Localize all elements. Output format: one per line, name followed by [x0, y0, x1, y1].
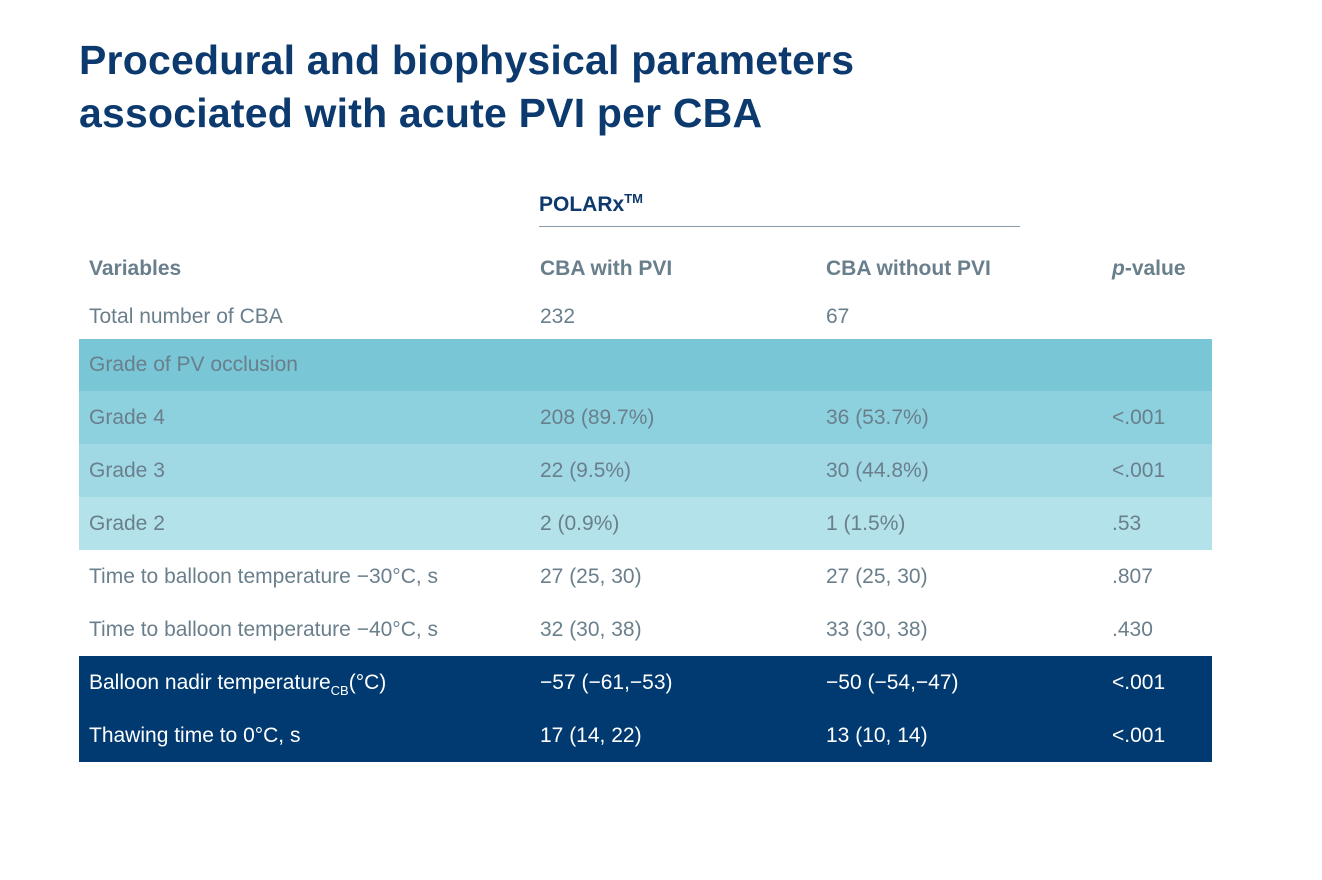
row-label: Thawing time to 0°C, s: [89, 724, 301, 747]
cell-with-pvi: 27 (25, 30): [540, 564, 642, 588]
page-title: Procedural and biophysical parameters as…: [79, 34, 1079, 140]
nadir-unit: (°C): [348, 671, 387, 694]
cell-with-pvi: 17 (14, 22): [540, 724, 642, 747]
title-line-1: Procedural and biophysical parameters: [79, 37, 855, 83]
table-row-grade-header: Grade of PV occlusion: [79, 339, 1212, 391]
nadir-subscript: CB: [330, 682, 349, 698]
row-label: Grade 3: [89, 458, 165, 482]
cell-with-pvi: 22 (9.5%): [540, 458, 632, 482]
row-label: Grade 4: [89, 405, 165, 429]
p-suffix: -value: [1124, 257, 1186, 280]
header-cba-with-pvi: CBA with PVI: [540, 257, 673, 280]
cell-p-value: <.001: [1112, 405, 1166, 429]
cell-with-pvi: 32 (30, 38): [540, 617, 642, 641]
row-label: Grade of PV occlusion: [89, 353, 298, 376]
cell-with-pvi: 232: [540, 304, 576, 328]
table-row-grade-4: Grade 4 208 (89.7%) 36 (53.7%) <.001: [79, 391, 1212, 444]
cell-without-pvi: 67: [826, 304, 850, 328]
row-label: Total number of CBA: [89, 304, 283, 328]
cell-p-value: <.001: [1112, 671, 1166, 694]
table-row-thawing: Thawing time to 0°C, s 17 (14, 22) 13 (1…: [79, 710, 1212, 762]
table-row-total: Total number of CBA 232 67: [79, 294, 1212, 339]
cell-without-pvi: 30 (44.8%): [826, 458, 929, 482]
header-cba-without-pvi: CBA without PVI: [826, 257, 991, 280]
table-header-row: Variables CBA with PVI CBA without PVI p…: [79, 244, 1212, 294]
row-label: Balloon nadir temperature CB (°C): [89, 656, 386, 710]
cell-with-pvi: −57 (−61,−53): [540, 671, 673, 694]
title-line-2: associated with acute PVI per CBA: [79, 90, 763, 136]
table-row-time-30: Time to balloon temperature −30°C, s 27 …: [79, 550, 1212, 603]
trademark-superscript: TM: [624, 191, 643, 206]
p-italic: p: [1112, 257, 1125, 280]
table-row-grade-2: Grade 2 2 (0.9%) 1 (1.5%) .53: [79, 497, 1212, 550]
cell-without-pvi: 13 (10, 14): [826, 724, 928, 747]
cell-p-value: <.001: [1112, 458, 1166, 482]
row-label: Time to balloon temperature −30°C, s: [89, 564, 439, 588]
table-row-grade-3: Grade 3 22 (9.5%) 30 (44.8%) <.001: [79, 444, 1212, 497]
header-p-value: p -value: [1112, 244, 1186, 294]
cell-without-pvi: 33 (30, 38): [826, 617, 928, 641]
group-label: POLARxTM: [539, 191, 643, 216]
cell-with-pvi: 2 (0.9%): [540, 511, 620, 535]
cell-p-value: .430: [1112, 617, 1153, 641]
polarx-group-header: POLARxTM: [539, 190, 1020, 227]
cell-without-pvi: 27 (25, 30): [826, 564, 928, 588]
cell-p-value: .807: [1112, 564, 1153, 588]
table-row-time-40: Time to balloon temperature −40°C, s 32 …: [79, 603, 1212, 656]
cell-with-pvi: 208 (89.7%): [540, 405, 655, 429]
header-variables: Variables: [89, 257, 182, 280]
parameters-table: Variables CBA with PVI CBA without PVI p…: [79, 244, 1212, 762]
nadir-label: Balloon nadir temperature: [89, 671, 331, 694]
cell-without-pvi: 36 (53.7%): [826, 405, 929, 429]
cell-p-value: .53: [1112, 511, 1142, 535]
cell-p-value: <.001: [1112, 724, 1166, 747]
group-label-text: POLARx: [539, 193, 625, 216]
table-row-nadir: Balloon nadir temperature CB (°C) −57 (−61…: [79, 656, 1212, 710]
row-label: Time to balloon temperature −40°C, s: [89, 617, 439, 641]
row-label: Grade 2: [89, 511, 165, 535]
cell-without-pvi: 1 (1.5%): [826, 511, 906, 535]
cell-without-pvi: −50 (−54,−47): [826, 671, 959, 694]
